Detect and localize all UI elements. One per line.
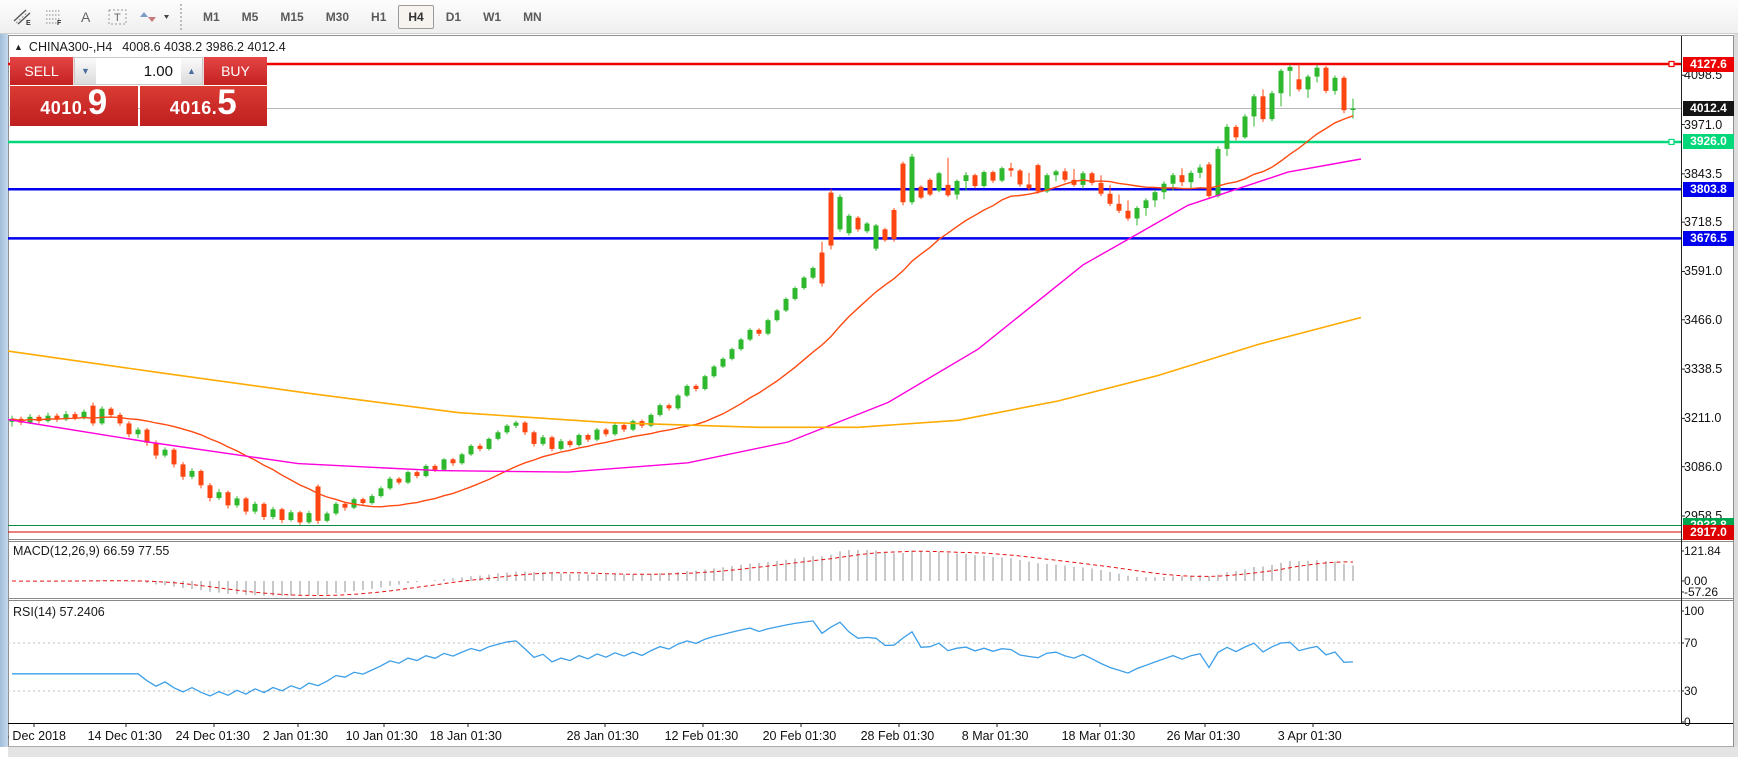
time-axis-label: 2 Jan 01:30 <box>262 729 329 743</box>
time-axis-label: 12 Feb 01:30 <box>664 729 739 743</box>
volume-increase-button[interactable]: ▲ <box>181 58 202 84</box>
price-badge-3803.8: 3803.8 <box>1683 181 1734 197</box>
time-axis-label: 20 Feb 01:30 <box>762 729 837 743</box>
price-badge-4012.4: 4012.4 <box>1683 101 1734 117</box>
candles-layer <box>9 64 1356 525</box>
timeframe-button-m15[interactable]: M15 <box>280 9 304 24</box>
toolbar-separator <box>180 3 187 30</box>
time-axis-label: 10 Jan 01:30 <box>345 729 418 743</box>
one-click-trade-panel: SELL ▼ 1.00 ▲ BUY 4010. 9 4016. 5 <box>10 57 267 126</box>
time-axis-label: 18 Mar 01:30 <box>1061 729 1136 743</box>
rsi-axis-label: 70 <box>1684 636 1698 650</box>
time-axis-label: 28 Feb 01:30 <box>860 729 935 743</box>
window-bottom-edge <box>8 747 1738 757</box>
timeframe-button-mn[interactable]: MN <box>523 9 542 24</box>
bid-price-big-digit: 9 <box>87 83 108 122</box>
price-axis-label: 3086.0 <box>1684 459 1723 474</box>
rsi-line <box>12 620 1354 697</box>
timeframe-button-m30[interactable]: M30 <box>325 9 350 24</box>
volume-decrease-button[interactable]: ▼ <box>75 58 96 84</box>
time-axis-label: 14 Dec 01:30 <box>87 729 162 743</box>
time-axis-label: 3 Apr 01:30 <box>1277 729 1342 743</box>
label-tool-icon[interactable]: T <box>104 4 132 30</box>
bid-price: 4010. <box>40 98 88 118</box>
fibonacci-tool-icon[interactable]: F <box>40 4 68 30</box>
time-axis-label: 6 Dec 2018 <box>2 729 66 743</box>
level-line-handle[interactable] <box>1668 138 1675 146</box>
price-axis-label: 3591.0 <box>1684 264 1723 279</box>
price-axis-label: 3718.5 <box>1684 215 1723 230</box>
window-right-edge <box>1734 34 1738 747</box>
price-badge-4127.6: 4127.6 <box>1683 56 1734 72</box>
macd-signal-line <box>11 550 1354 597</box>
buy-price-panel[interactable]: 4016. 5 <box>139 83 267 126</box>
rsi-label: RSI(14) 57.2406 <box>13 605 105 619</box>
svg-text:T: T <box>114 12 121 24</box>
price-axis-label: 3466.0 <box>1684 312 1723 327</box>
ma-slow-line[interactable] <box>7 316 1362 429</box>
buy-button[interactable]: BUY <box>203 57 267 85</box>
toolbar: E F A T <box>0 0 1738 34</box>
rsi-axis-label: 30 <box>1684 684 1698 698</box>
collapse-chart-icon[interactable]: ▲ <box>14 42 23 52</box>
timeframe-button-m1[interactable]: M1 <box>203 9 220 24</box>
ask-price: 4016. <box>169 98 218 118</box>
timeframe-button-d1[interactable]: D1 <box>445 9 462 24</box>
rsi-axis-label: 100 <box>1684 604 1705 618</box>
chart-header: ▲ CHINA300-,H4 4008.6 4038.2 3986.2 4012… <box>14 39 292 55</box>
price-badge-3926.0: 3926.0 <box>1683 134 1734 150</box>
timeframe-buttons: M1 M5 M15 M30 H1 H4 D1 W1 MN <box>193 4 554 29</box>
price-axis-label: 3338.5 <box>1684 362 1723 377</box>
time-axis-label: 8 Mar 01:30 <box>961 729 1029 743</box>
window-left-edge <box>0 34 8 747</box>
svg-text:E: E <box>26 20 31 26</box>
price-axis-label: 3971.0 <box>1684 117 1723 132</box>
svg-text:A: A <box>81 9 91 25</box>
ma-medium-line[interactable] <box>7 158 1362 473</box>
sell-button[interactable]: SELL <box>10 57 74 85</box>
macd-axis-label: -57.26 <box>1684 585 1719 599</box>
symbol-title: CHINA300-,H4 <box>28 40 113 54</box>
price-axis-label: 4098.5 <box>1684 68 1723 83</box>
rsi-axis-label: 0 <box>1684 715 1691 729</box>
volume-input[interactable]: 1.00 <box>96 58 181 84</box>
timeframe-button-h1[interactable]: H1 <box>371 9 387 24</box>
macd-histogram <box>20 549 1354 597</box>
time-axis-label: 18 Jan 01:30 <box>429 729 502 743</box>
text-tool-icon[interactable]: A <box>72 4 100 30</box>
equidistant-channel-tool-icon[interactable]: E <box>8 4 36 30</box>
time-axis-label: 24 Dec 01:30 <box>175 729 250 743</box>
macd-axis-label: 0.00 <box>1684 574 1708 588</box>
arrow-objects-tool-icon[interactable] <box>136 4 174 30</box>
timeframe-button-m5[interactable]: M5 <box>241 9 259 24</box>
time-axis-label: 26 Mar 01:30 <box>1166 729 1241 743</box>
ohlc-readout: 4008.6 4038.2 3986.2 4012.4 <box>122 40 286 54</box>
macd-axis-label: 121.84 <box>1684 544 1721 558</box>
timeframe-button-w1[interactable]: W1 <box>483 9 502 24</box>
price-axis-label: 3843.5 <box>1684 166 1723 181</box>
sell-price-panel[interactable]: 4010. 9 <box>10 83 138 126</box>
ma-fast-line[interactable] <box>11 115 1354 508</box>
time-axis-label: 28 Jan 01:30 <box>566 729 639 743</box>
ask-price-big-digit: 5 <box>217 83 237 122</box>
timeframe-button-h4[interactable]: H4 <box>398 4 434 29</box>
price-badge-3676.5: 3676.5 <box>1683 230 1734 246</box>
level-line-handle[interactable] <box>1668 60 1675 68</box>
macd-label: MACD(12,26,9) 66.59 77.55 <box>13 544 170 558</box>
price-axis-label: 3211.0 <box>1684 411 1722 426</box>
price-badge-2917.0: 2917.0 <box>1683 524 1734 540</box>
svg-text:F: F <box>57 20 62 26</box>
